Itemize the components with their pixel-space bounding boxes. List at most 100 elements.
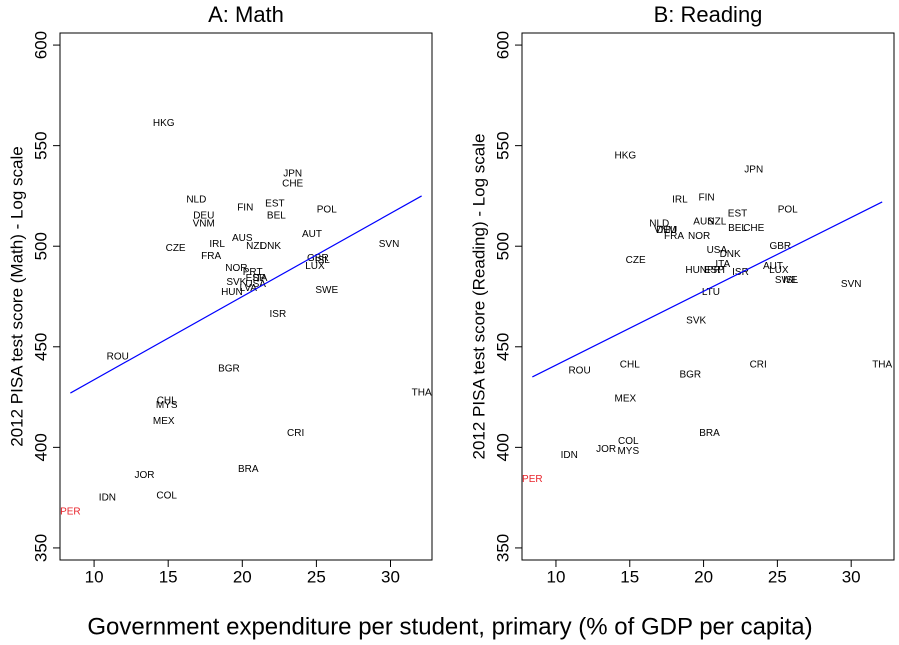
y-tick-label: 350 <box>31 534 50 562</box>
point-label: BEL <box>728 223 747 234</box>
point-label: SWE <box>315 285 338 296</box>
point-label: BGR <box>218 364 240 375</box>
point-label: SVN <box>841 279 862 290</box>
point-label: FIN <box>698 193 714 204</box>
point-label: LUX <box>769 265 789 276</box>
point-label: NZL <box>246 241 265 252</box>
point-label: POL <box>778 205 798 216</box>
point-label: SVK <box>226 277 246 288</box>
point-label: VNM <box>193 219 215 230</box>
point-label: HKG <box>614 150 636 161</box>
x-tick-label: 10 <box>85 567 104 586</box>
point-label: AUS <box>232 233 253 244</box>
point-label: CRI <box>750 360 767 371</box>
point-label: EST <box>728 209 747 220</box>
point-label: JPN <box>744 164 763 175</box>
fit-line <box>70 195 422 394</box>
point-label: GBR <box>307 253 329 264</box>
y-tick-label: 400 <box>493 433 512 461</box>
point-label: ESP <box>246 273 266 284</box>
point-label: MYS <box>617 446 639 457</box>
point-label: HUN <box>685 265 707 276</box>
point-label: IRL <box>209 239 225 250</box>
point-label: AUS <box>693 217 714 228</box>
y-tick-label: 400 <box>31 433 50 461</box>
x-axis-label: Government expenditure per student, prim… <box>87 613 812 640</box>
y-axis-label: 2012 PISA test score (Math) - Log scale <box>7 146 26 446</box>
point-label: ROU <box>568 366 590 377</box>
point-label: ISL <box>315 255 330 266</box>
x-tick-label: 25 <box>307 567 326 586</box>
point-label: USA <box>707 245 728 256</box>
y-tick-label: 500 <box>493 232 512 260</box>
point-label: CZE <box>626 255 646 266</box>
point-label: IDN <box>99 492 116 503</box>
point-label: ROU <box>107 351 129 362</box>
point-label: NOR <box>225 263 247 274</box>
point-label: DEU <box>656 225 677 236</box>
y-tick-label: 450 <box>31 333 50 361</box>
y-tick-label: 450 <box>493 333 512 361</box>
point-label: BEL <box>267 211 286 222</box>
point-label: COL <box>618 436 639 447</box>
point-label: CHL <box>620 360 640 371</box>
point-label: BGR <box>679 370 701 381</box>
plot-frame <box>521 32 895 561</box>
point-label: PER <box>60 506 81 517</box>
y-tick-label: 500 <box>31 232 50 260</box>
point-label: POL <box>317 205 337 216</box>
point-label: BRA <box>699 428 720 439</box>
point-label: HUN <box>221 287 243 298</box>
point-label: SVN <box>379 239 400 250</box>
point-label: PRT <box>243 267 263 278</box>
point-label: IDN <box>561 450 578 461</box>
point-label: GBR <box>769 241 791 252</box>
point-label: NZL <box>707 217 726 228</box>
y-tick-label: 600 <box>31 31 50 59</box>
point-label: AUT <box>302 229 322 240</box>
point-label: EST <box>265 199 284 210</box>
point-label: SVK <box>686 315 706 326</box>
point-label: BRA <box>238 464 259 475</box>
point-label: CHL <box>157 396 177 407</box>
x-tick-label: 30 <box>842 567 861 586</box>
y-tick-label: 550 <box>493 131 512 159</box>
y-tick-label: 550 <box>31 131 50 159</box>
fit-line <box>532 201 883 378</box>
plot-frame <box>59 32 433 561</box>
point-label: LUX <box>305 261 325 272</box>
chart-title: A: Math <box>208 2 284 27</box>
point-label: FRA <box>664 231 684 242</box>
point-label: ITA <box>715 259 730 270</box>
point-label: CHE <box>282 178 303 189</box>
point-label: ISR <box>270 309 287 320</box>
point-label: ESP <box>704 265 724 276</box>
point-label: LTU <box>702 287 720 298</box>
chart-title: B: Reading <box>654 2 763 27</box>
point-label: NOR <box>688 231 710 242</box>
point-label: JOR <box>134 470 154 481</box>
point-label: CRI <box>287 428 304 439</box>
point-label: ISL <box>783 275 798 286</box>
point-label: CZE <box>166 243 186 254</box>
x-tick-label: 15 <box>159 567 178 586</box>
point-label: JOR <box>596 444 616 455</box>
point-label: MEX <box>614 394 636 405</box>
point-label: CHE <box>743 223 764 234</box>
x-tick-label: 20 <box>694 567 713 586</box>
point-label: THA <box>412 388 432 399</box>
point-label: MYS <box>156 400 178 411</box>
point-label: IRL <box>672 195 688 206</box>
point-label: NLD <box>649 219 669 230</box>
point-label: JPN <box>283 168 302 179</box>
x-tick-label: 30 <box>381 567 400 586</box>
point-label: LVA <box>240 283 258 294</box>
point-label: PER <box>522 474 543 485</box>
y-tick-label: 600 <box>493 31 512 59</box>
point-label: USA <box>245 279 266 290</box>
point-label: DNK <box>720 249 741 260</box>
point-label: SWE <box>775 275 798 286</box>
point-label: MEX <box>153 416 175 427</box>
